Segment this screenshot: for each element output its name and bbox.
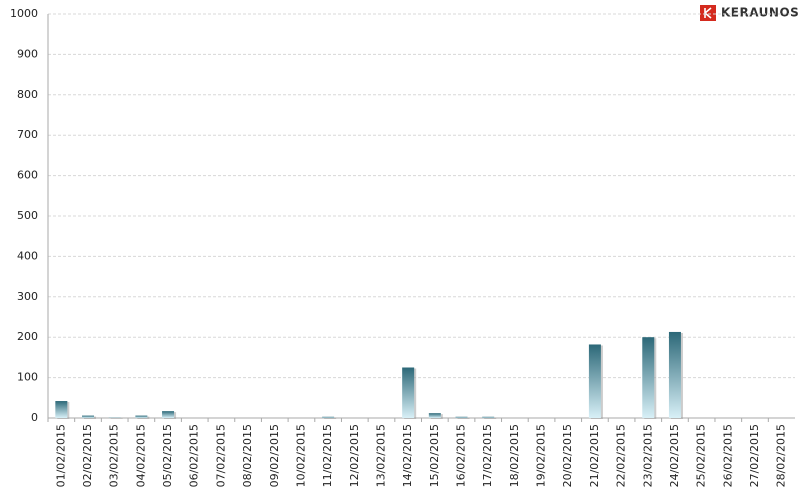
x-tick-label: 22/02/2015 — [615, 424, 628, 487]
x-tick-label: 25/02/2015 — [695, 424, 708, 487]
bar — [322, 416, 335, 418]
logo: KERAUNOS — [700, 5, 799, 21]
brand: KERAUNOS — [721, 6, 799, 20]
y-tick-label: 800 — [17, 88, 38, 101]
x-tick-label: 15/02/2015 — [428, 424, 441, 487]
bar — [455, 416, 468, 418]
bar-shadow — [324, 417, 337, 419]
bar-shadow — [484, 417, 497, 419]
y-tick-label: 700 — [17, 128, 38, 141]
x-tick-label: 09/02/2015 — [268, 424, 281, 487]
logo-icon — [700, 5, 716, 21]
y-tick-label: 200 — [17, 330, 38, 343]
y-tick-label: 500 — [17, 209, 38, 222]
y-tick-label: 0 — [31, 411, 38, 424]
x-tick-label: 10/02/2015 — [294, 424, 307, 487]
bar — [82, 415, 95, 418]
x-tick-label: 24/02/2015 — [668, 424, 681, 487]
x-tick-label: 17/02/2015 — [481, 424, 494, 487]
x-tick-label: 14/02/2015 — [401, 424, 414, 487]
x-tick-label: 20/02/2015 — [561, 424, 574, 487]
x-tick-label: 03/02/2015 — [108, 424, 121, 487]
x-tick-label: 08/02/2015 — [241, 424, 254, 487]
y-tick-label: 1000 — [10, 7, 38, 20]
x-tick-label: 27/02/2015 — [748, 424, 761, 487]
x-tick-label: 13/02/2015 — [374, 424, 387, 487]
y-tick-label: 100 — [17, 371, 38, 384]
x-tick-label: 21/02/2015 — [588, 424, 601, 487]
x-tick-label: 05/02/2015 — [161, 424, 174, 487]
x-tick-label: 12/02/2015 — [348, 424, 361, 487]
bar — [402, 367, 415, 418]
bar — [135, 415, 148, 418]
x-tick-label: 26/02/2015 — [721, 424, 734, 487]
x-tick-label: 02/02/2015 — [81, 424, 94, 487]
bar — [428, 413, 441, 418]
bar — [668, 331, 681, 418]
x-tick-label: 19/02/2015 — [535, 424, 548, 487]
x-tick-label: 16/02/2015 — [455, 424, 468, 487]
bar — [588, 344, 601, 418]
x-tick-label: 04/02/2015 — [134, 424, 147, 487]
x-tick-label: 28/02/2015 — [775, 424, 788, 487]
x-tick-label: 11/02/2015 — [321, 424, 334, 487]
x-tick-label: 23/02/2015 — [641, 424, 654, 487]
y-tick-label: 400 — [17, 249, 38, 262]
y-tick-label: 300 — [17, 290, 38, 303]
y-tick-label: 900 — [17, 47, 38, 60]
bar — [162, 411, 175, 418]
bar-shadow — [457, 417, 470, 419]
bar — [482, 416, 495, 418]
bar — [55, 401, 68, 418]
bar — [642, 337, 655, 418]
x-tick-label: 06/02/2015 — [188, 424, 201, 487]
y-tick-label: 600 — [17, 169, 38, 182]
x-tick-label: 01/02/2015 — [54, 424, 67, 487]
x-tick-label: 07/02/2015 — [214, 424, 227, 487]
x-tick-label: 18/02/2015 — [508, 424, 521, 487]
